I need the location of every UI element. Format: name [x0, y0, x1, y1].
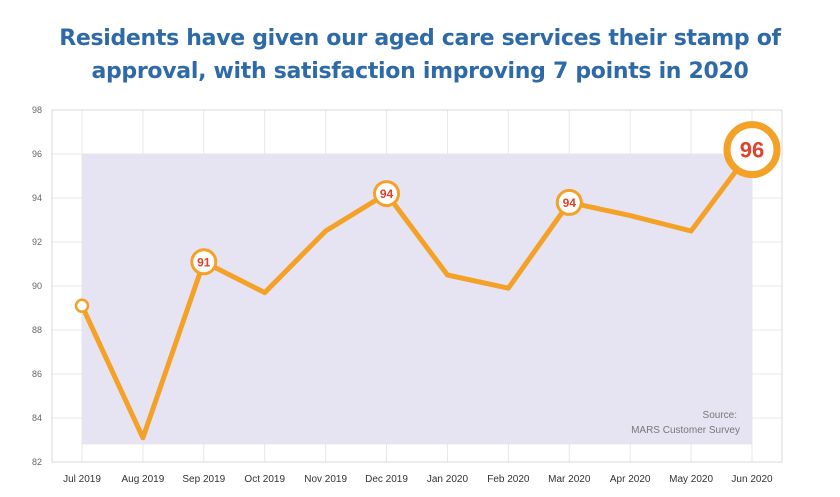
- x-tick-label: Dec 2019: [365, 474, 408, 485]
- plot-border: [51, 109, 783, 463]
- data-label: 96: [740, 138, 764, 163]
- y-tick-label: 94: [32, 193, 42, 203]
- x-tick-label: Jan 2020: [427, 474, 469, 485]
- data-labels: 91 94 94 96: [190, 121, 781, 276]
- data-points: [74, 298, 90, 314]
- x-tick-label: Sep 2019: [182, 474, 225, 485]
- y-tick-label: 92: [32, 237, 42, 247]
- y-tick-label: 84: [32, 413, 42, 423]
- data-label: 91: [197, 255, 211, 269]
- x-tick-label: Jun 2020: [731, 474, 773, 485]
- data-label-marker: [190, 248, 218, 276]
- x-axis: Jul 2019 Aug 2019 Sep 2019 Oct 2019 Nov 2019…: [63, 474, 773, 485]
- data-label-marker: [373, 180, 401, 208]
- data-point: [74, 298, 90, 314]
- data-label-marker: [555, 188, 583, 216]
- chart-title-line-1: Residents have given our aged care servi…: [59, 26, 781, 51]
- y-axis: 82 84 86 88 90 92 94 96 98: [32, 105, 42, 467]
- chart-title-line-2: approval, with satisfaction improving 7 …: [91, 59, 749, 84]
- data-label-marker: [723, 121, 781, 179]
- x-tick-label: Jul 2019: [63, 474, 101, 485]
- y-tick-label: 86: [32, 369, 42, 379]
- series-line: [79, 147, 755, 441]
- y-tick-label: 88: [32, 325, 42, 335]
- x-tick-label: Feb 2020: [487, 474, 530, 485]
- x-tick-label: Aug 2019: [121, 474, 164, 485]
- chart-title: Residents have given our aged care servi…: [0, 22, 840, 88]
- x-tick-label: Nov 2019: [304, 474, 347, 485]
- source-label: Source:: [703, 410, 737, 421]
- y-tick-label: 96: [32, 149, 42, 159]
- data-label: 94: [380, 187, 394, 201]
- y-tick-label: 90: [32, 281, 42, 291]
- highlight-band: [82, 154, 752, 445]
- data-label: 94: [563, 196, 577, 210]
- source-text: MARS Customer Survey: [631, 425, 740, 436]
- x-tick-label: Apr 2020: [610, 474, 651, 485]
- x-tick-label: May 2020: [669, 474, 713, 485]
- y-tick-label: 82: [32, 457, 42, 467]
- x-tick-label: Mar 2020: [548, 474, 591, 485]
- x-tick-label: Oct 2019: [244, 474, 285, 485]
- y-tick-label: 98: [32, 105, 42, 115]
